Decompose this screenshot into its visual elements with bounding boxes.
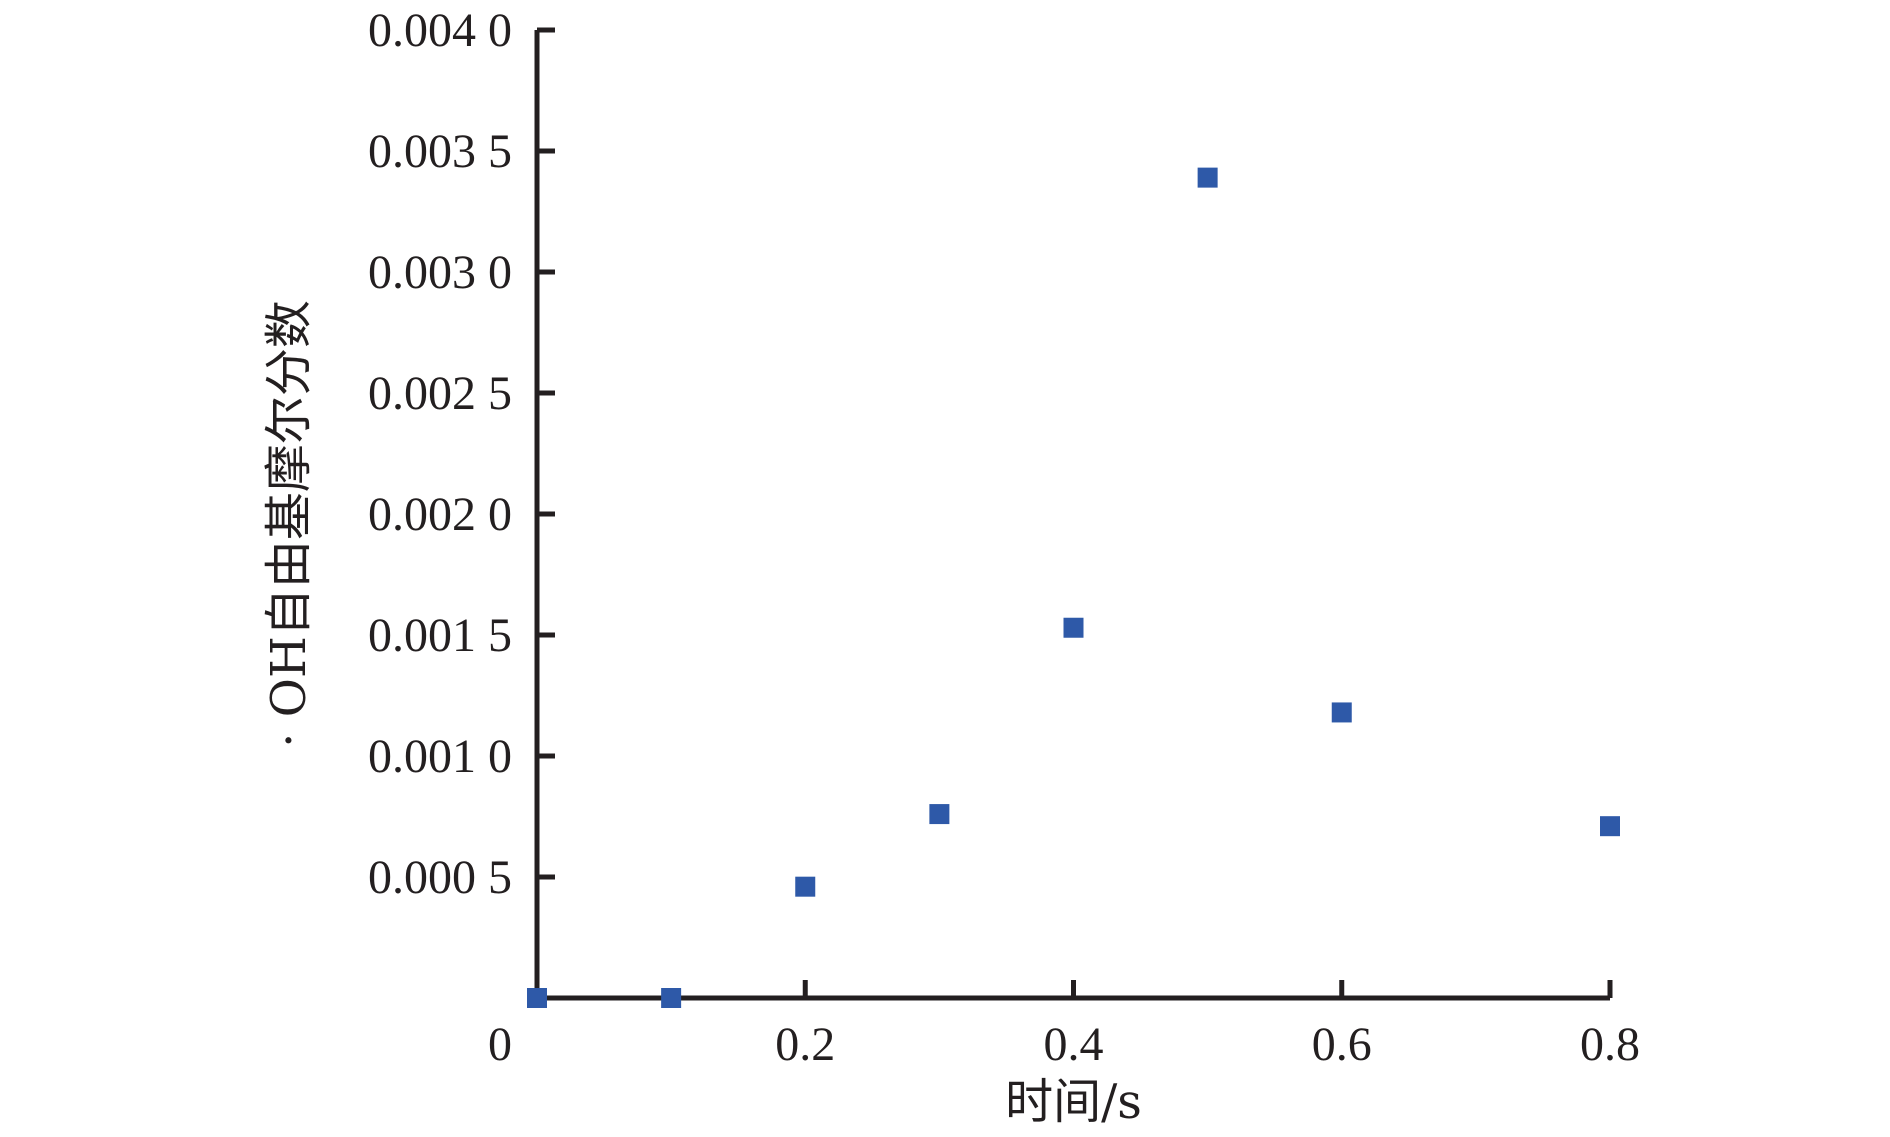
x-tick-label: 0 (488, 1018, 512, 1071)
y-tick-label: 0.003 0 (368, 246, 512, 299)
data-point (1600, 816, 1620, 837)
y-tick-label: 0.002 5 (368, 367, 512, 420)
data-point (661, 988, 682, 1008)
y-tick-label: 0.000 5 (368, 851, 512, 904)
y-tick-label: 0.002 0 (368, 488, 512, 541)
x-axis-title: 时间/s (1005, 1074, 1142, 1130)
x-tick-label: 0.6 (1312, 1018, 1372, 1071)
data-point (929, 804, 950, 825)
y-axis-ticks: 0.000 5 0.001 0 0.001 5 0.002 0 0.002 5 0.003… (368, 4, 555, 904)
data-point (1197, 167, 1218, 188)
y-tick-label: 0.004 0 (368, 4, 512, 57)
data-points (527, 167, 1620, 1008)
y-axis-title: · OH自由基摩尔分数 (261, 300, 317, 748)
x-tick-label: 0.2 (775, 1018, 835, 1071)
data-point (795, 876, 816, 897)
x-axis-ticks: 0 0.2 0.4 0.6 0.8 (488, 980, 1640, 1071)
data-point (1331, 702, 1352, 723)
data-point (1063, 617, 1084, 638)
data-point (527, 988, 547, 1008)
y-tick-label: 0.001 5 (368, 609, 512, 662)
x-tick-label: 0.4 (1044, 1018, 1104, 1071)
axes (534, 30, 1610, 1001)
y-tick-label: 0.003 5 (368, 125, 512, 178)
x-tick-label: 0.8 (1580, 1018, 1640, 1071)
y-tick-label: 0.001 0 (368, 730, 512, 783)
